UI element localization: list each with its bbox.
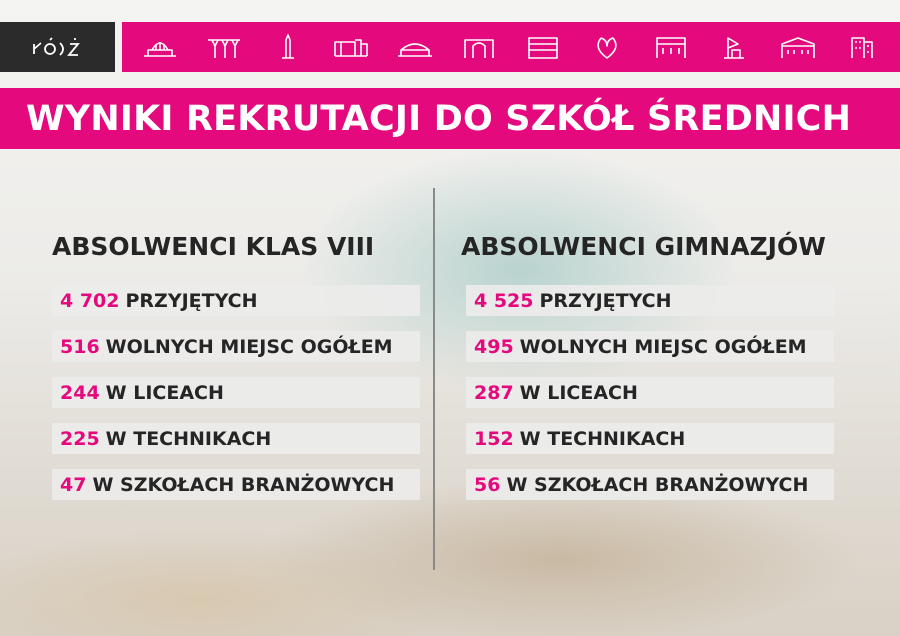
column-heading: ABSOLWENCI KLAS VIII xyxy=(52,232,375,261)
stat-row: 152 W TECHNIKACH xyxy=(466,423,834,454)
stat-label: WOLNYCH MIEJSC OGÓŁEM xyxy=(519,335,807,358)
stat-row: 225 W TECHNIKACH xyxy=(52,423,420,454)
stat-value: 516 xyxy=(60,335,100,358)
stat-row: 4 525 PRZYJĘTYCH xyxy=(466,285,834,316)
stat-label: PRZYJĘTYCH xyxy=(539,289,672,312)
stat-value: 287 xyxy=(474,381,514,404)
stat-label: W SZKOŁACH BRANŻOWYCH xyxy=(92,473,395,496)
factory-building-icon xyxy=(334,39,369,57)
stat-label: PRZYJĘTYCH xyxy=(125,289,258,312)
palace-icon xyxy=(655,37,686,58)
stat-value: 225 xyxy=(60,427,100,450)
title-bar: WYNIKI REKRUTACJI DO SZKÓŁ ŚREDNICH xyxy=(0,88,900,149)
stat-value: 47 xyxy=(60,473,87,496)
stat-label: W SZKOŁACH BRANŻOWYCH xyxy=(506,473,809,496)
gate-building-icon xyxy=(464,39,494,58)
column-divider xyxy=(433,188,435,570)
stat-label: WOLNYCH MIEJSC OGÓŁEM xyxy=(105,335,393,358)
page-title: WYNIKI REKRUTACJI DO SZKÓŁ ŚREDNICH xyxy=(26,98,852,139)
ship-sculpture-icon xyxy=(724,37,745,59)
stat-row: 47 W SZKOŁACH BRANŻOWYCH xyxy=(52,469,420,500)
tower-block-icon xyxy=(851,37,873,58)
office-building-icon xyxy=(528,37,558,59)
stat-row: 287 W LICEACH xyxy=(466,377,834,408)
stat-row: 4 702 PRZYJĘTYCH xyxy=(52,285,420,316)
landmarks-strip xyxy=(122,22,900,72)
stat-value: 152 xyxy=(474,427,514,450)
arena-icon xyxy=(398,43,433,57)
column-klas-viii: ABSOLWENCI KLAS VIII 4 702 PRZYJĘTYCH 516 W… xyxy=(52,232,420,515)
stat-value: 244 xyxy=(60,381,100,404)
concrete-umbrellas-icon xyxy=(207,39,240,58)
stat-value: 495 xyxy=(474,335,514,358)
stat-value: 4 525 xyxy=(474,289,534,312)
stat-value: 4 702 xyxy=(60,289,120,312)
column-gimnazjow: ABSOLWENCI GIMNAZJÓW 4 525 PRZYJĘTYCH 495 W… xyxy=(461,232,834,515)
stat-value: 56 xyxy=(474,473,501,496)
stat-label: W TECHNIKACH xyxy=(519,427,686,450)
stat-row: 56 W SZKOŁACH BRANŻOWYCH xyxy=(466,469,834,500)
townhouse-icon xyxy=(781,37,815,58)
stat-row: 244 W LICEACH xyxy=(52,377,420,408)
monument-icon xyxy=(281,34,294,59)
stat-label: W LICEACH xyxy=(105,381,224,404)
stat-label: W TECHNIKACH xyxy=(105,427,272,450)
lodz-logo xyxy=(0,22,115,72)
stat-label: W LICEACH xyxy=(519,381,638,404)
stat-row: 495 WOLNYCH MIEJSC OGÓŁEM xyxy=(466,331,834,362)
railway-station-icon xyxy=(143,42,176,57)
heart-leaf-icon xyxy=(597,37,617,59)
lodz-logo-icon xyxy=(32,37,80,56)
stat-row: 516 WOLNYCH MIEJSC OGÓŁEM xyxy=(52,331,420,362)
column-heading: ABSOLWENCI GIMNAZJÓW xyxy=(461,232,826,261)
